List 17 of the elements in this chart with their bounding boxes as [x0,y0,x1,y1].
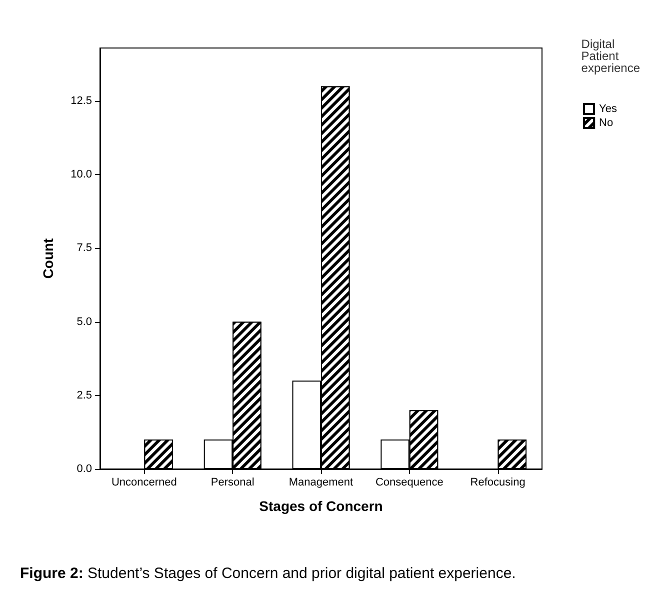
x-tick-label: Refocusing [470,476,526,488]
x-tick-label: Unconcerned [111,476,177,488]
x-tick-label: Consequence [375,476,444,488]
legend-label: Yes [599,103,618,115]
x-tick-label: Management [288,476,354,488]
y-tick-label: 10.0 [70,168,92,181]
y-axis-title: Count [40,238,56,279]
x-tick-label: Personal [210,476,254,488]
y-tick-label: 7.5 [76,242,92,254]
y-tick-label: 12.5 [70,94,92,107]
caption: Figure 2: Student’s Stages of Concern and prior digital patient experience. [20,565,516,582]
y-tick-label: 2.5 [76,389,92,402]
legend-title: Digital Patient experience [581,37,640,75]
legend-label: No [599,117,614,129]
y-tick-label: 5.0 [76,316,92,328]
x-axis-title: Stages of Concern [259,498,383,514]
y-tick-label: 0.0 [76,463,92,475]
